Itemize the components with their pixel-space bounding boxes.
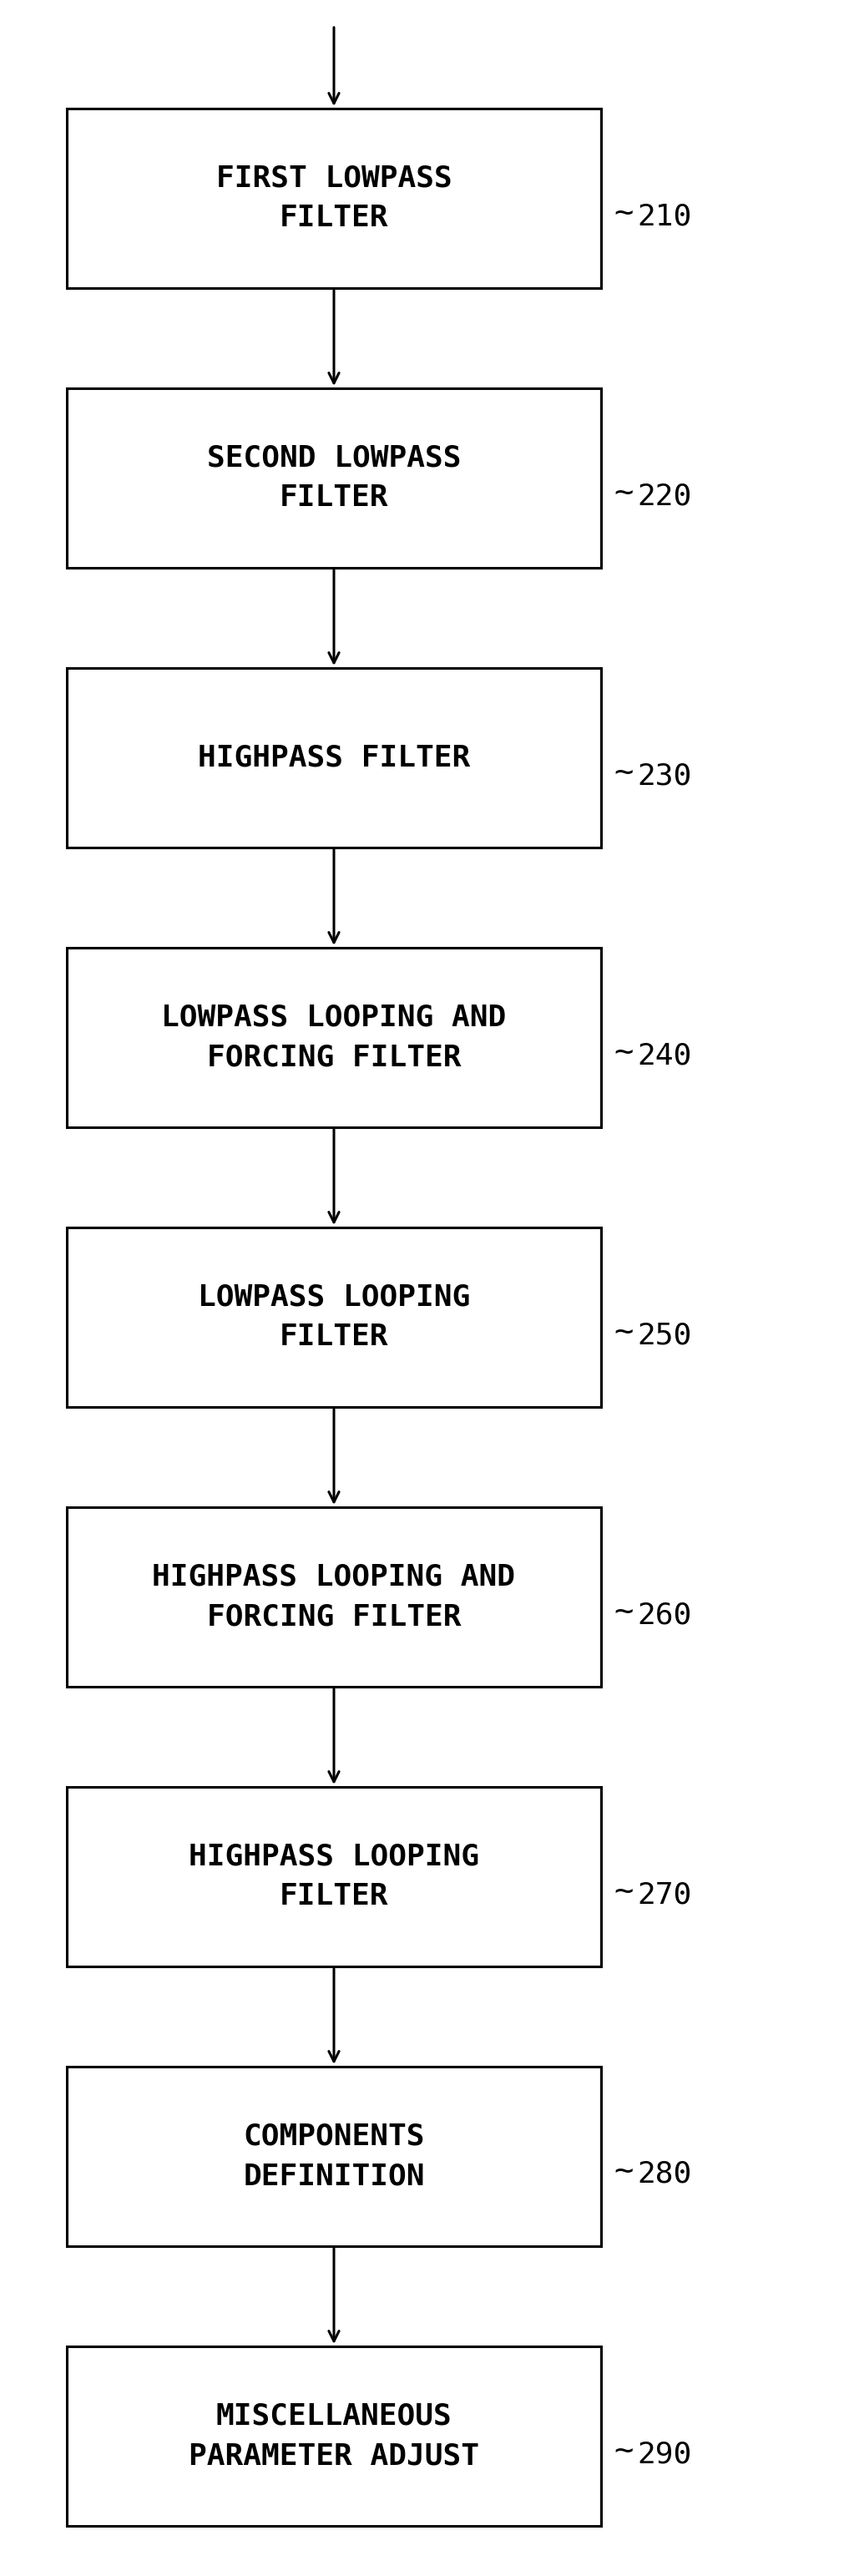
Text: ~: ~ [614, 477, 633, 507]
Bar [67, 2066, 601, 2246]
Text: MISCELLANEOUS
PARAMETER ADJUST: MISCELLANEOUS PARAMETER ADJUST [189, 2401, 479, 2470]
Text: HIGHPASS LOOPING AND
FORCING FILTER: HIGHPASS LOOPING AND FORCING FILTER [153, 1564, 516, 1631]
Bar [67, 389, 601, 567]
Text: ~: ~ [614, 1595, 633, 1628]
Text: LOWPASS LOOPING AND
FORCING FILTER: LOWPASS LOOPING AND FORCING FILTER [161, 1005, 506, 1072]
Text: ~: ~ [614, 757, 633, 788]
Text: 210: 210 [637, 201, 691, 229]
Text: FIRST LOWPASS
FILTER: FIRST LOWPASS FILTER [216, 165, 452, 232]
Text: 240: 240 [637, 1041, 691, 1069]
Text: 230: 230 [637, 762, 691, 791]
Bar [67, 1507, 601, 1687]
Bar [67, 1226, 601, 1406]
Text: 250: 250 [637, 1321, 691, 1350]
Text: LOWPASS LOOPING
FILTER: LOWPASS LOOPING FILTER [197, 1283, 470, 1352]
Bar [67, 1788, 601, 1965]
Text: 270: 270 [637, 1880, 691, 1909]
Text: 280: 280 [637, 2161, 691, 2190]
Text: ~: ~ [614, 1875, 633, 1906]
Text: 260: 260 [637, 1600, 691, 1628]
Text: SECOND LOWPASS
FILTER: SECOND LOWPASS FILTER [207, 443, 461, 513]
Bar [67, 948, 601, 1128]
Text: ~: ~ [614, 2156, 633, 2187]
Bar [67, 108, 601, 289]
Text: ~: ~ [614, 2434, 633, 2468]
Bar [67, 667, 601, 848]
Text: 220: 220 [637, 482, 691, 510]
Text: ~: ~ [614, 1036, 633, 1069]
Text: HIGHPASS LOOPING
FILTER: HIGHPASS LOOPING FILTER [189, 1842, 479, 1911]
Text: ~: ~ [614, 196, 633, 229]
Bar [67, 2347, 601, 2527]
Text: ~: ~ [614, 1316, 633, 1347]
Text: HIGHPASS FILTER: HIGHPASS FILTER [197, 744, 470, 773]
Text: COMPONENTS
DEFINITION: COMPONENTS DEFINITION [243, 2123, 425, 2190]
Text: 290: 290 [637, 2439, 691, 2468]
